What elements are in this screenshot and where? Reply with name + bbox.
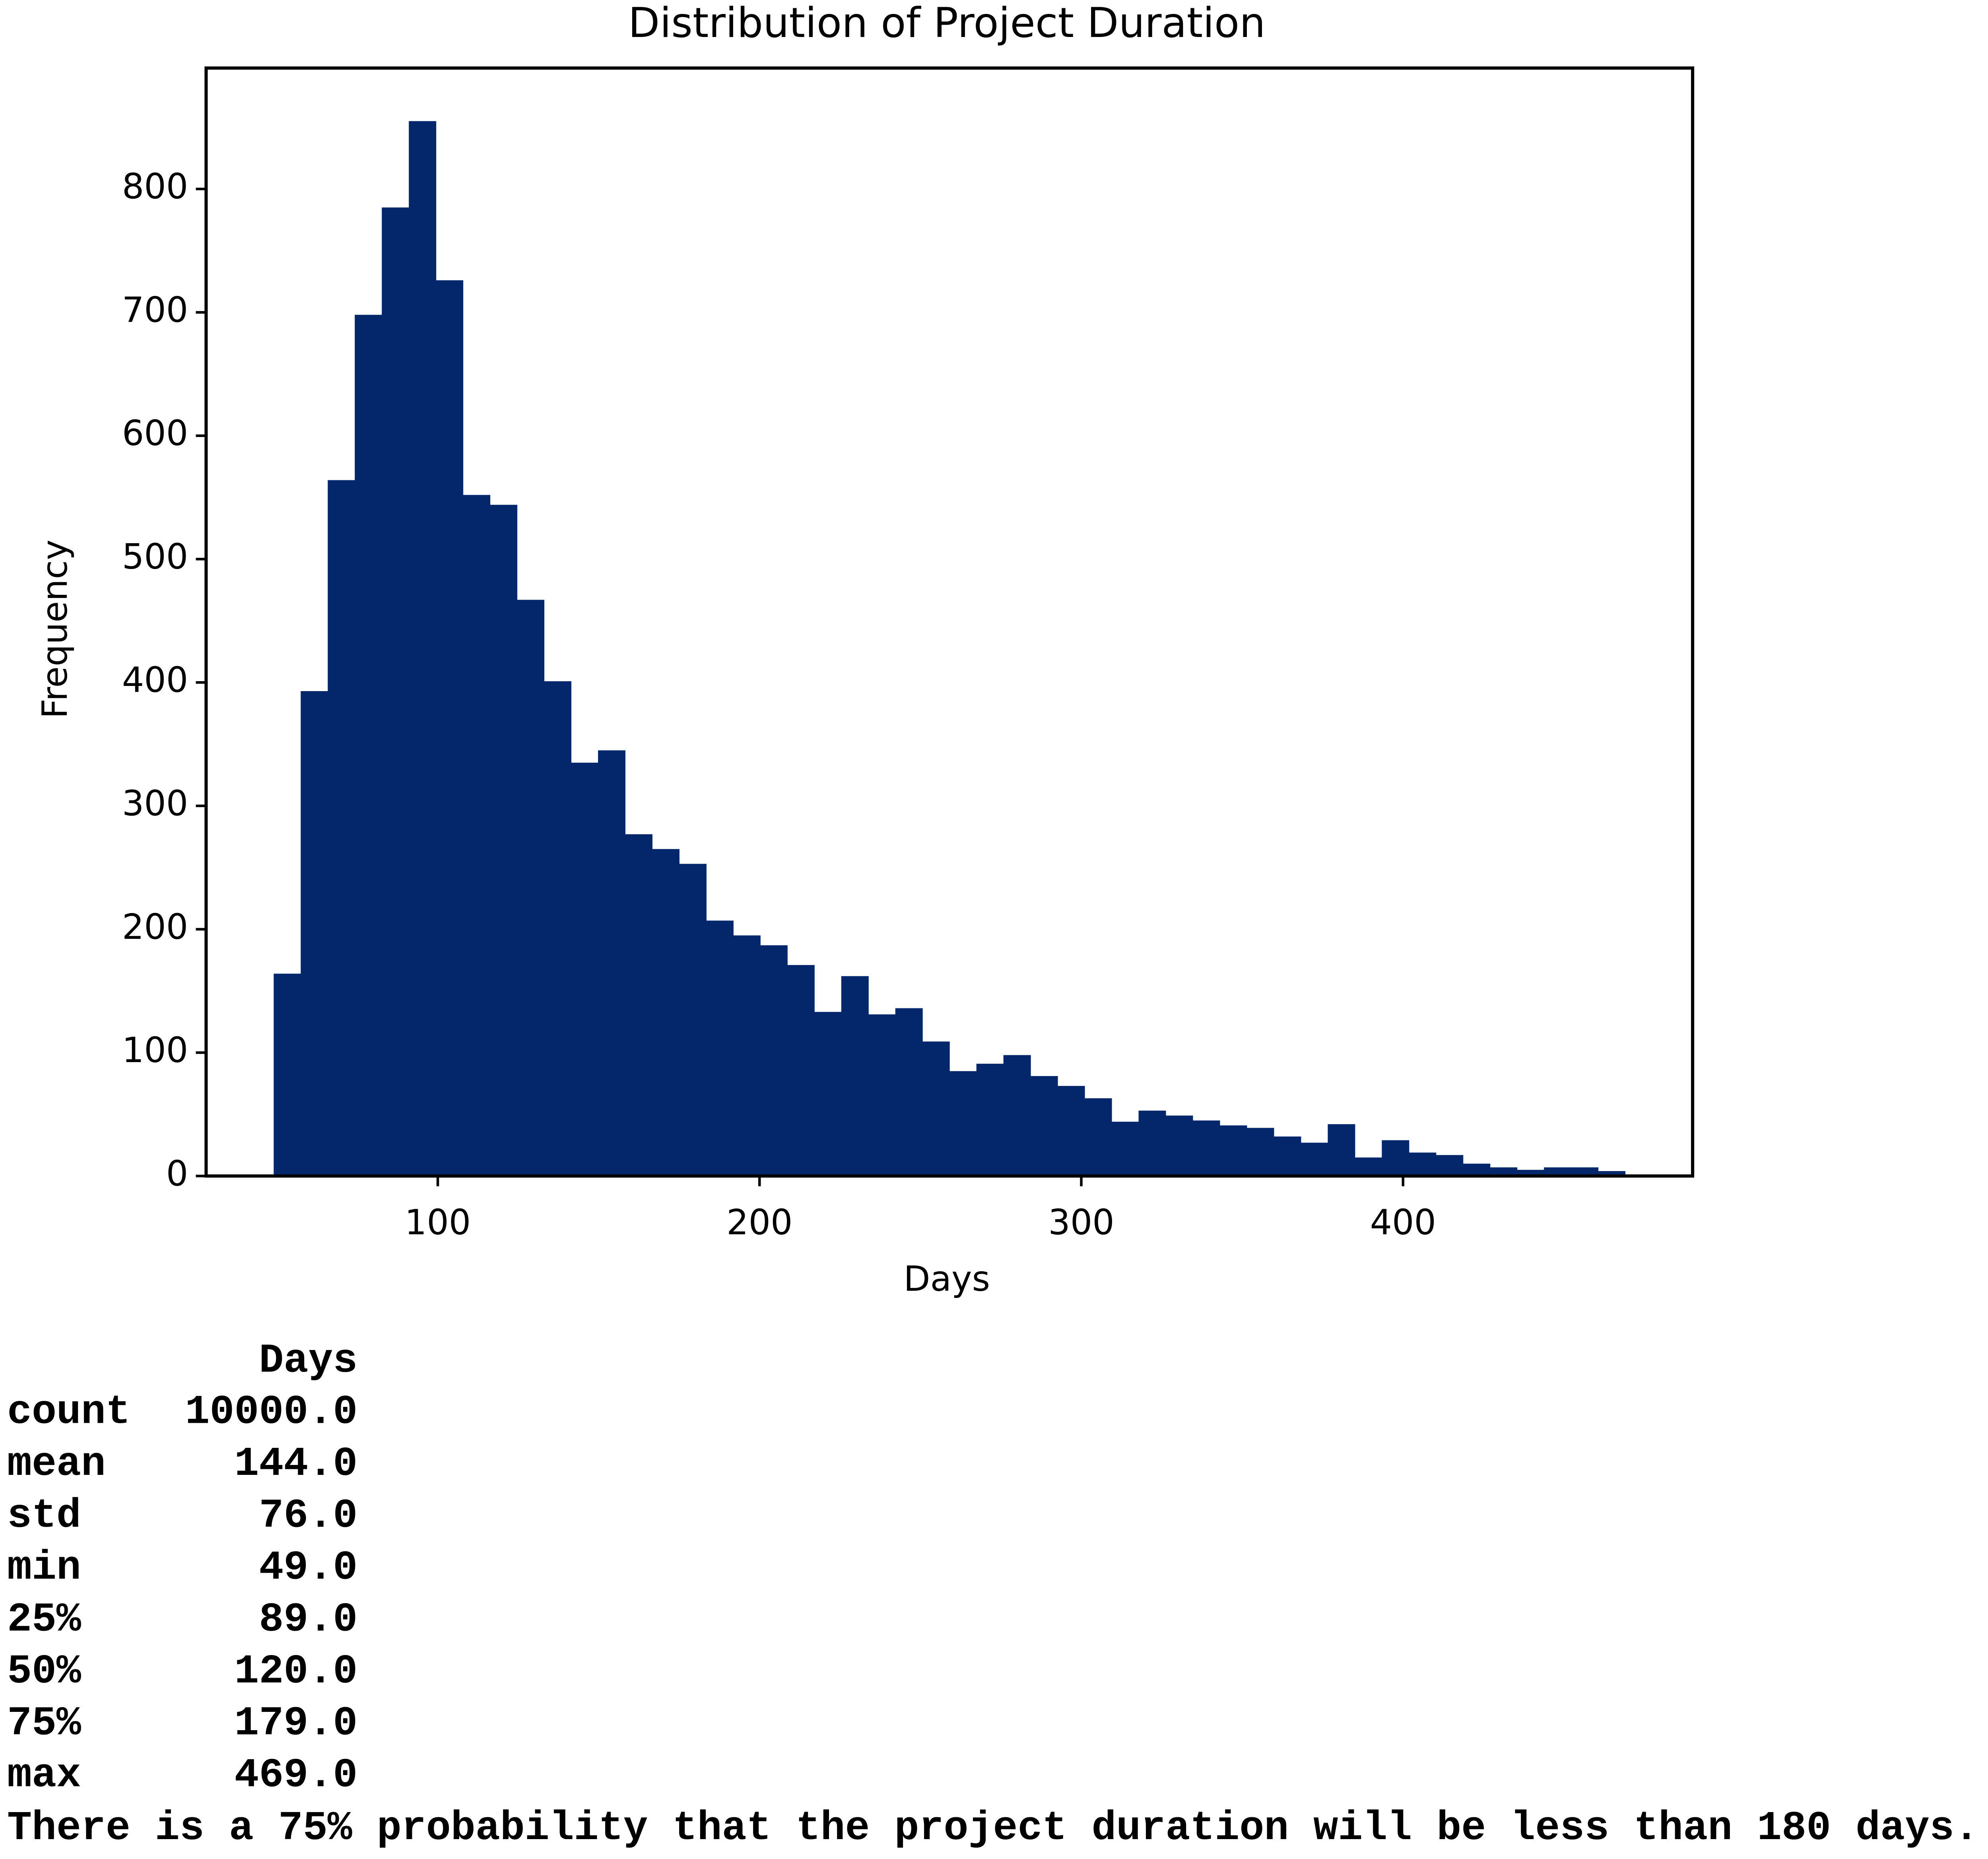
histogram-bar xyxy=(1192,1120,1220,1176)
histogram-bar xyxy=(571,762,599,1176)
axes-frame xyxy=(204,66,1695,1178)
histogram-bar xyxy=(1571,1167,1599,1176)
x-tick-label: 100 xyxy=(405,1202,471,1243)
histogram-bar xyxy=(598,750,626,1176)
row-label: 75% xyxy=(7,1700,82,1747)
histogram-bar xyxy=(301,691,328,1176)
row-value: 120.0 xyxy=(234,1649,357,1695)
histogram-bar xyxy=(922,1041,950,1176)
histogram-bar xyxy=(976,1064,1004,1176)
histogram-bar xyxy=(706,921,734,1176)
histogram-bar xyxy=(1003,1055,1031,1176)
histogram-bar xyxy=(1111,1121,1139,1176)
y-tick-label: 100 xyxy=(122,1030,188,1070)
histogram-bar xyxy=(1382,1140,1409,1176)
histogram-bar xyxy=(679,864,707,1176)
histogram-bar xyxy=(814,1012,842,1176)
histogram-bar xyxy=(1138,1110,1166,1176)
histogram-bar xyxy=(1084,1098,1112,1176)
histogram-bar xyxy=(1355,1157,1382,1176)
histogram-bar xyxy=(274,973,301,1176)
histogram-bar xyxy=(328,480,355,1176)
histogram-bar xyxy=(463,495,491,1176)
row-label: std xyxy=(7,1493,81,1540)
histogram-bar xyxy=(841,976,869,1176)
row-value: 179.0 xyxy=(234,1700,357,1747)
row-label: count xyxy=(7,1389,130,1436)
histogram-bar xyxy=(1165,1115,1193,1176)
histogram-bar xyxy=(1030,1076,1058,1176)
histogram-bar xyxy=(1544,1167,1572,1176)
histogram-bar xyxy=(382,207,410,1176)
row-label: 25% xyxy=(7,1597,82,1643)
histogram-bar xyxy=(1463,1164,1491,1176)
histogram-bar xyxy=(436,280,464,1176)
x-tick-label: 200 xyxy=(726,1202,792,1243)
conclusion: There is a 75% probability that the proj… xyxy=(7,1805,1979,1852)
x-tick-label: 300 xyxy=(1048,1202,1114,1243)
y-tick-label: 200 xyxy=(122,907,188,947)
row-label: 50% xyxy=(7,1649,82,1695)
y-tick-label: 300 xyxy=(122,783,188,824)
row-label: mean xyxy=(7,1441,106,1488)
histogram-bar xyxy=(1246,1128,1274,1176)
stats-table: Days count 10000.0 mean 144.0 std 76.0 min 49.0 2… xyxy=(7,1338,1979,1852)
y-axis-label: Frequency xyxy=(35,540,75,719)
y-tick-label: 0 xyxy=(166,1153,188,1194)
row-value: 76.0 xyxy=(259,1493,357,1540)
row-value: 10000.0 xyxy=(185,1389,357,1436)
y-tick-label: 800 xyxy=(122,166,188,207)
row-label: min xyxy=(7,1545,81,1591)
histogram-bar xyxy=(1274,1136,1301,1176)
histogram-bar xyxy=(1436,1155,1464,1176)
histogram-bar xyxy=(1409,1152,1437,1176)
histogram-bar xyxy=(1490,1167,1518,1176)
histogram-bar xyxy=(517,600,545,1176)
histogram-bar xyxy=(1301,1142,1328,1176)
histogram-bar xyxy=(1219,1125,1247,1176)
row-value: 89.0 xyxy=(259,1597,357,1643)
histogram-bar xyxy=(625,834,652,1176)
y-tick-label: 700 xyxy=(122,289,188,330)
row-value: 144.0 xyxy=(234,1441,357,1488)
x-tick-label: 400 xyxy=(1370,1202,1436,1243)
chart-title: Distribution of Project Duration xyxy=(628,0,1266,47)
histogram-bar xyxy=(652,849,679,1176)
row-value: 49.0 xyxy=(259,1545,357,1591)
histogram-bar xyxy=(760,945,788,1176)
y-tick-label: 500 xyxy=(122,536,188,577)
table-header: Days xyxy=(259,1338,357,1385)
x-axis-label: Days xyxy=(904,1259,990,1299)
y-tick-label: 400 xyxy=(122,660,188,700)
histogram-bar xyxy=(1328,1124,1355,1176)
histogram-bar xyxy=(787,965,815,1176)
histogram-bar xyxy=(895,1008,923,1176)
row-value: 469.0 xyxy=(234,1752,357,1799)
histogram-bar xyxy=(409,121,437,1176)
histogram-bar xyxy=(868,1014,896,1176)
histogram-bar xyxy=(733,935,761,1176)
histogram-bar xyxy=(355,315,382,1176)
y-tick-label: 600 xyxy=(122,413,188,454)
histogram-bar xyxy=(1057,1086,1085,1176)
plot-area: 100 200 300 400 0 100 200 300 400 500 600 700 800 xyxy=(122,66,1695,1243)
histogram-bar xyxy=(949,1071,977,1176)
histogram-bar xyxy=(490,505,518,1176)
histogram-bar xyxy=(544,681,572,1176)
row-label: max xyxy=(7,1752,81,1799)
